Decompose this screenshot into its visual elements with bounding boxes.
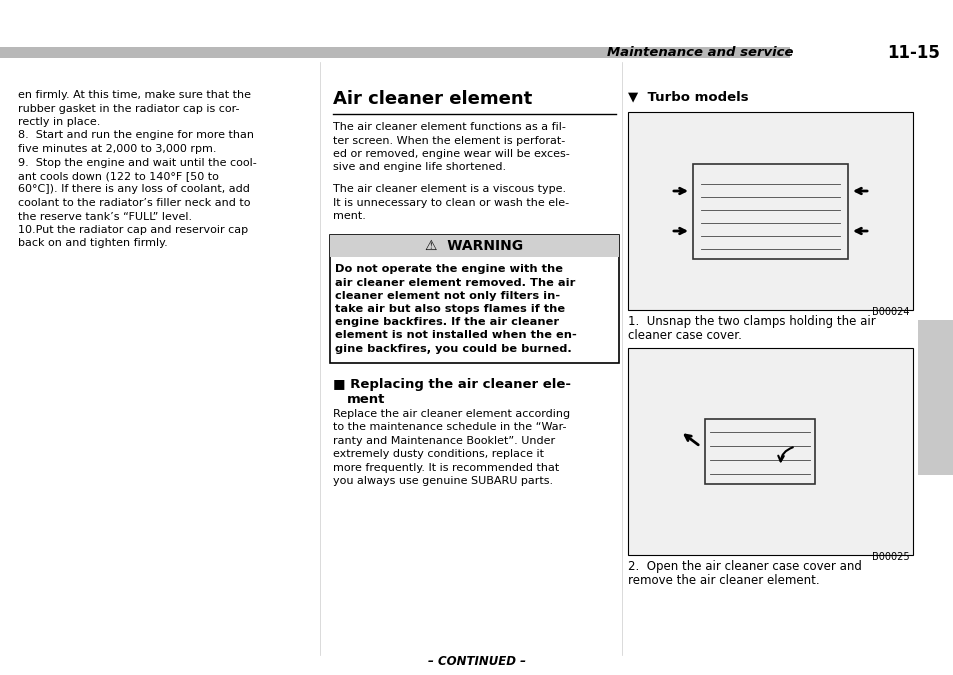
Bar <box>627 348 912 555</box>
Bar <box>917 320 952 475</box>
Text: Replace the air cleaner element according: Replace the air cleaner element accordin… <box>333 409 570 419</box>
Text: ranty and Maintenance Booklet”. Under: ranty and Maintenance Booklet”. Under <box>333 436 555 446</box>
Text: 9.  Stop the engine and wait until the cool-: 9. Stop the engine and wait until the co… <box>18 157 256 167</box>
Text: ed or removed, engine wear will be exces-: ed or removed, engine wear will be exces… <box>333 149 569 159</box>
Text: more frequently. It is recommended that: more frequently. It is recommended that <box>333 463 558 473</box>
Text: five minutes at 2,000 to 3,000 rpm.: five minutes at 2,000 to 3,000 rpm. <box>18 144 216 154</box>
Text: ter screen. When the element is perforat-: ter screen. When the element is perforat… <box>333 136 565 146</box>
Text: B00024: B00024 <box>872 307 909 317</box>
Text: you always use genuine SUBARU parts.: you always use genuine SUBARU parts. <box>333 477 553 487</box>
Text: 1.  Unsnap the two clamps holding the air: 1. Unsnap the two clamps holding the air <box>627 315 875 328</box>
Text: 2.  Open the air cleaner case cover and: 2. Open the air cleaner case cover and <box>627 560 861 573</box>
Text: 10.Put the radiator cap and reservoir cap: 10.Put the radiator cap and reservoir ca… <box>18 225 248 235</box>
Bar <box>330 234 618 256</box>
Text: the reserve tank’s “FULL” level.: the reserve tank’s “FULL” level. <box>18 211 192 221</box>
Text: coolant to the radiator’s filler neck and to: coolant to the radiator’s filler neck an… <box>18 198 251 208</box>
Text: take air but also stops flames if the: take air but also stops flames if the <box>335 304 564 314</box>
Text: Do not operate the engine with the: Do not operate the engine with the <box>335 265 562 275</box>
Text: extremely dusty conditions, replace it: extremely dusty conditions, replace it <box>333 450 543 460</box>
Text: air cleaner element removed. The air: air cleaner element removed. The air <box>335 277 575 288</box>
Text: B00025: B00025 <box>871 552 909 562</box>
Text: rubber gasket in the radiator cap is cor-: rubber gasket in the radiator cap is cor… <box>18 103 239 113</box>
Text: ment.: ment. <box>333 211 366 221</box>
Text: engine backfires. If the air cleaner: engine backfires. If the air cleaner <box>335 317 558 327</box>
Text: element is not installed when the en-: element is not installed when the en- <box>335 331 577 340</box>
Text: The air cleaner element functions as a fil-: The air cleaner element functions as a f… <box>333 122 565 132</box>
Text: cleaner element not only filters in-: cleaner element not only filters in- <box>335 291 559 301</box>
Text: 8.  Start and run the engine for more than: 8. Start and run the engine for more tha… <box>18 130 253 140</box>
Text: rectly in place.: rectly in place. <box>18 117 100 127</box>
Text: Maintenance and service: Maintenance and service <box>606 46 797 59</box>
Text: The air cleaner element is a viscous type.: The air cleaner element is a viscous typ… <box>333 184 565 194</box>
Text: ▼  Turbo models: ▼ Turbo models <box>627 90 748 103</box>
Text: ment: ment <box>347 393 385 406</box>
Text: Air cleaner element: Air cleaner element <box>333 90 532 108</box>
Text: It is unnecessary to clean or wash the ele-: It is unnecessary to clean or wash the e… <box>333 198 569 207</box>
Text: – CONTINUED –: – CONTINUED – <box>428 655 525 668</box>
Bar <box>330 234 618 363</box>
Text: ⚠  WARNING: ⚠ WARNING <box>425 238 523 252</box>
Text: cleaner case cover.: cleaner case cover. <box>627 329 741 342</box>
Text: sive and engine life shortened.: sive and engine life shortened. <box>333 163 506 173</box>
Text: 11-15: 11-15 <box>886 43 939 61</box>
Text: 60°C]). If there is any loss of coolant, add: 60°C]). If there is any loss of coolant,… <box>18 184 250 194</box>
Text: ant cools down (122 to 140°F [50 to: ant cools down (122 to 140°F [50 to <box>18 171 218 181</box>
Text: to the maintenance schedule in the “War-: to the maintenance schedule in the “War- <box>333 423 566 433</box>
Bar <box>627 112 912 310</box>
Bar <box>705 419 815 484</box>
Bar <box>0 47 789 58</box>
Text: remove the air cleaner element.: remove the air cleaner element. <box>627 574 819 587</box>
Bar <box>692 163 847 259</box>
Text: back on and tighten firmly.: back on and tighten firmly. <box>18 238 168 248</box>
Text: en firmly. At this time, make sure that the: en firmly. At this time, make sure that … <box>18 90 251 100</box>
Text: ■ Replacing the air cleaner ele-: ■ Replacing the air cleaner ele- <box>333 378 571 391</box>
Text: gine backfires, you could be burned.: gine backfires, you could be burned. <box>335 344 571 354</box>
